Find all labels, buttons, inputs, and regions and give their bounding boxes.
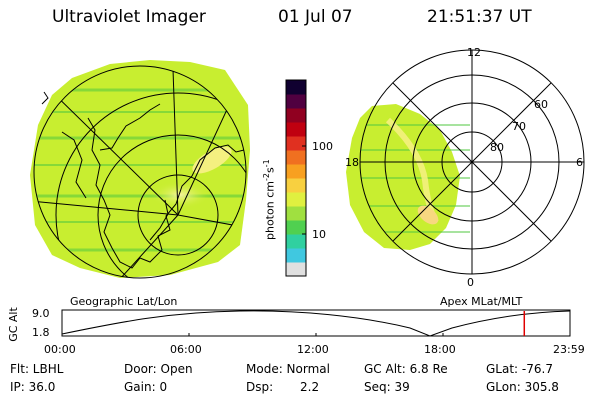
gc-alt-info: GC Alt: 6.8 Re (364, 362, 448, 376)
timeline-y-top: 9.0 (32, 307, 50, 320)
instrument-title: Ultraviolet Imager (52, 7, 206, 27)
colorbar-segment (286, 150, 306, 165)
intensity-colorbar (285, 79, 307, 277)
timeline-tick-2: 12:00 (297, 343, 329, 356)
dsp-label: Dsp: (246, 380, 274, 394)
mlat-ring-80: 80 (490, 141, 504, 154)
time-label: 21:51:37 UT (427, 7, 532, 27)
geographic-caption: Geographic Lat/Lon (70, 295, 178, 308)
colorbar-segment (286, 122, 306, 137)
date-label: 01 Jul 07 (278, 7, 353, 27)
colorbar-tick-100: 100 (312, 140, 333, 153)
colorbar-units: photon cm-2s-1 (262, 159, 277, 240)
mlt-label-18: 18 (345, 156, 359, 169)
filter-info: Flt: LBHL (10, 362, 64, 376)
coastline (87, 117, 245, 269)
gain-info: Gain: 0 (124, 380, 168, 394)
magnetic-caption: Apex MLat/MLT (440, 295, 523, 308)
magnetic-map (346, 49, 585, 275)
dsp-value: 2.2 (300, 380, 320, 394)
glon-info: GLon: 305.8 (486, 380, 559, 394)
colorbar-segment (286, 136, 306, 151)
colorbar-segment (286, 94, 306, 109)
seq-info: Seq: 39 (364, 380, 410, 394)
ip-info: IP: 36.0 (10, 380, 56, 394)
colorbar-segment (286, 108, 306, 123)
mlat-ring-70: 70 (512, 120, 526, 133)
glat-info: GLat: -76.7 (486, 362, 553, 376)
timeline-y-bottom: 1.8 (32, 326, 50, 339)
mlt-label-0: 0 (467, 276, 474, 289)
altitude-timeline (61, 309, 571, 337)
colorbar-segment (286, 164, 306, 179)
colorbar-segment (286, 178, 306, 193)
colorbar-segment (286, 220, 306, 235)
mlt-label-6: 6 (576, 156, 583, 169)
colorbar-segment (286, 234, 306, 249)
mlt-label-12: 12 (467, 46, 481, 59)
colorbar-border (285, 79, 307, 277)
altitude-curve (61, 310, 571, 337)
colorbar-segment (286, 206, 306, 221)
aurora-coverage-left (30, 60, 250, 278)
colorbar-tick-10: 10 (312, 228, 326, 241)
timeline-axis-label: GC Alt (6, 307, 20, 342)
door-info: Door: Open (124, 362, 193, 376)
colorbar-segment (286, 192, 306, 207)
geographic-map (30, 60, 250, 279)
colorbar-segment (286, 262, 306, 277)
timeline-tick-4: 23:59 (553, 343, 585, 356)
timeline-tick-3: 18:00 (424, 343, 456, 356)
mlat-ring-60: 60 (534, 98, 548, 111)
mode-info: Mode: Normal (246, 362, 330, 376)
colorbar-segment (286, 80, 306, 95)
colorbar-segment (286, 248, 306, 263)
timeline-tick-1: 06:00 (170, 343, 202, 356)
timeline-tick-0: 00:00 (44, 343, 76, 356)
